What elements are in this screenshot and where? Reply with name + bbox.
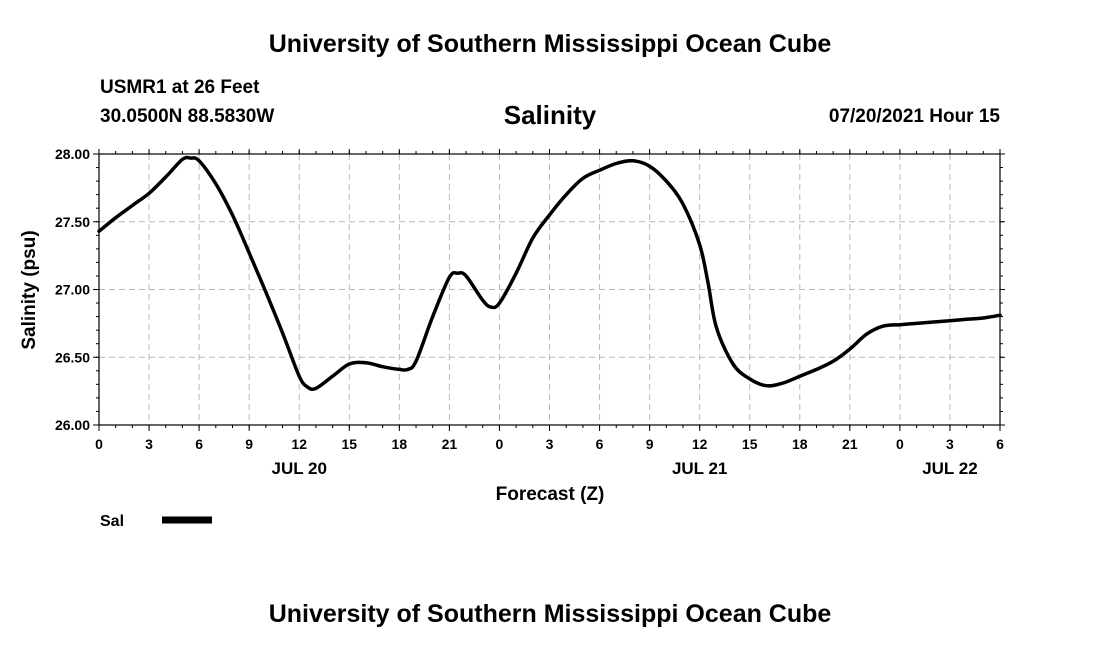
x-tick-label: 21: [842, 436, 858, 452]
tick-labels: 0 3 6 9 12 15 18 21 0 3 6 9 12 15 18 21 0 3 6 26.00 26.50 27.…: [55, 146, 1004, 478]
x-tick-label: 6: [596, 436, 604, 452]
x-tick-label: 0: [496, 436, 504, 452]
x-tick-label: 21: [442, 436, 458, 452]
station-coordinates: 30.0500N 88.5830W: [100, 106, 275, 127]
date-label: JUL 20: [271, 459, 326, 478]
x-tick-label: 15: [341, 436, 357, 452]
page-title: University of Southern Mississippi Ocean…: [268, 30, 832, 58]
y-tick-label: 26.00: [55, 417, 90, 433]
x-tick-label: 15: [742, 436, 758, 452]
x-tick-label: 0: [95, 436, 103, 452]
footer-title: University of Southern Mississippi Ocean…: [268, 600, 832, 628]
x-tick-label: 3: [145, 436, 153, 452]
y-tick-label: 27.50: [55, 214, 90, 230]
x-tick-label: 9: [646, 436, 654, 452]
y-axis-label: Salinity (psu): [19, 230, 40, 349]
x-tick-label: 6: [195, 436, 203, 452]
x-tick-label: 12: [692, 436, 708, 452]
legend-label: Sal: [100, 513, 124, 530]
x-tick-label: 3: [546, 436, 554, 452]
station-label: USMR1 at 26 Feet: [100, 77, 260, 98]
x-tick-label: 6: [996, 436, 1004, 452]
salinity-series-line: [97, 155, 1002, 392]
date-label: JUL 21: [672, 459, 727, 478]
x-tick-label: 18: [392, 436, 408, 452]
x-tick-label: 0: [896, 436, 904, 452]
chart-title: Salinity: [503, 100, 597, 130]
date-label: JUL 22: [922, 459, 977, 478]
x-tick-label: 9: [245, 436, 253, 452]
y-tick-label: 26.50: [55, 349, 90, 365]
series-layer: [97, 155, 1002, 392]
y-tick-label: 28.00: [55, 146, 90, 162]
y-tick-label: 27.00: [55, 282, 90, 298]
axes: [93, 149, 1005, 431]
x-tick-label: 12: [291, 436, 307, 452]
x-tick-label: 18: [792, 436, 808, 452]
plot-frame: [98, 153, 1001, 426]
x-axis-label: Forecast (Z): [496, 484, 605, 505]
gridlines: [99, 154, 1000, 425]
x-tick-label: 3: [946, 436, 954, 452]
forecast-datetime: 07/20/2021 Hour 15: [828, 106, 1000, 127]
